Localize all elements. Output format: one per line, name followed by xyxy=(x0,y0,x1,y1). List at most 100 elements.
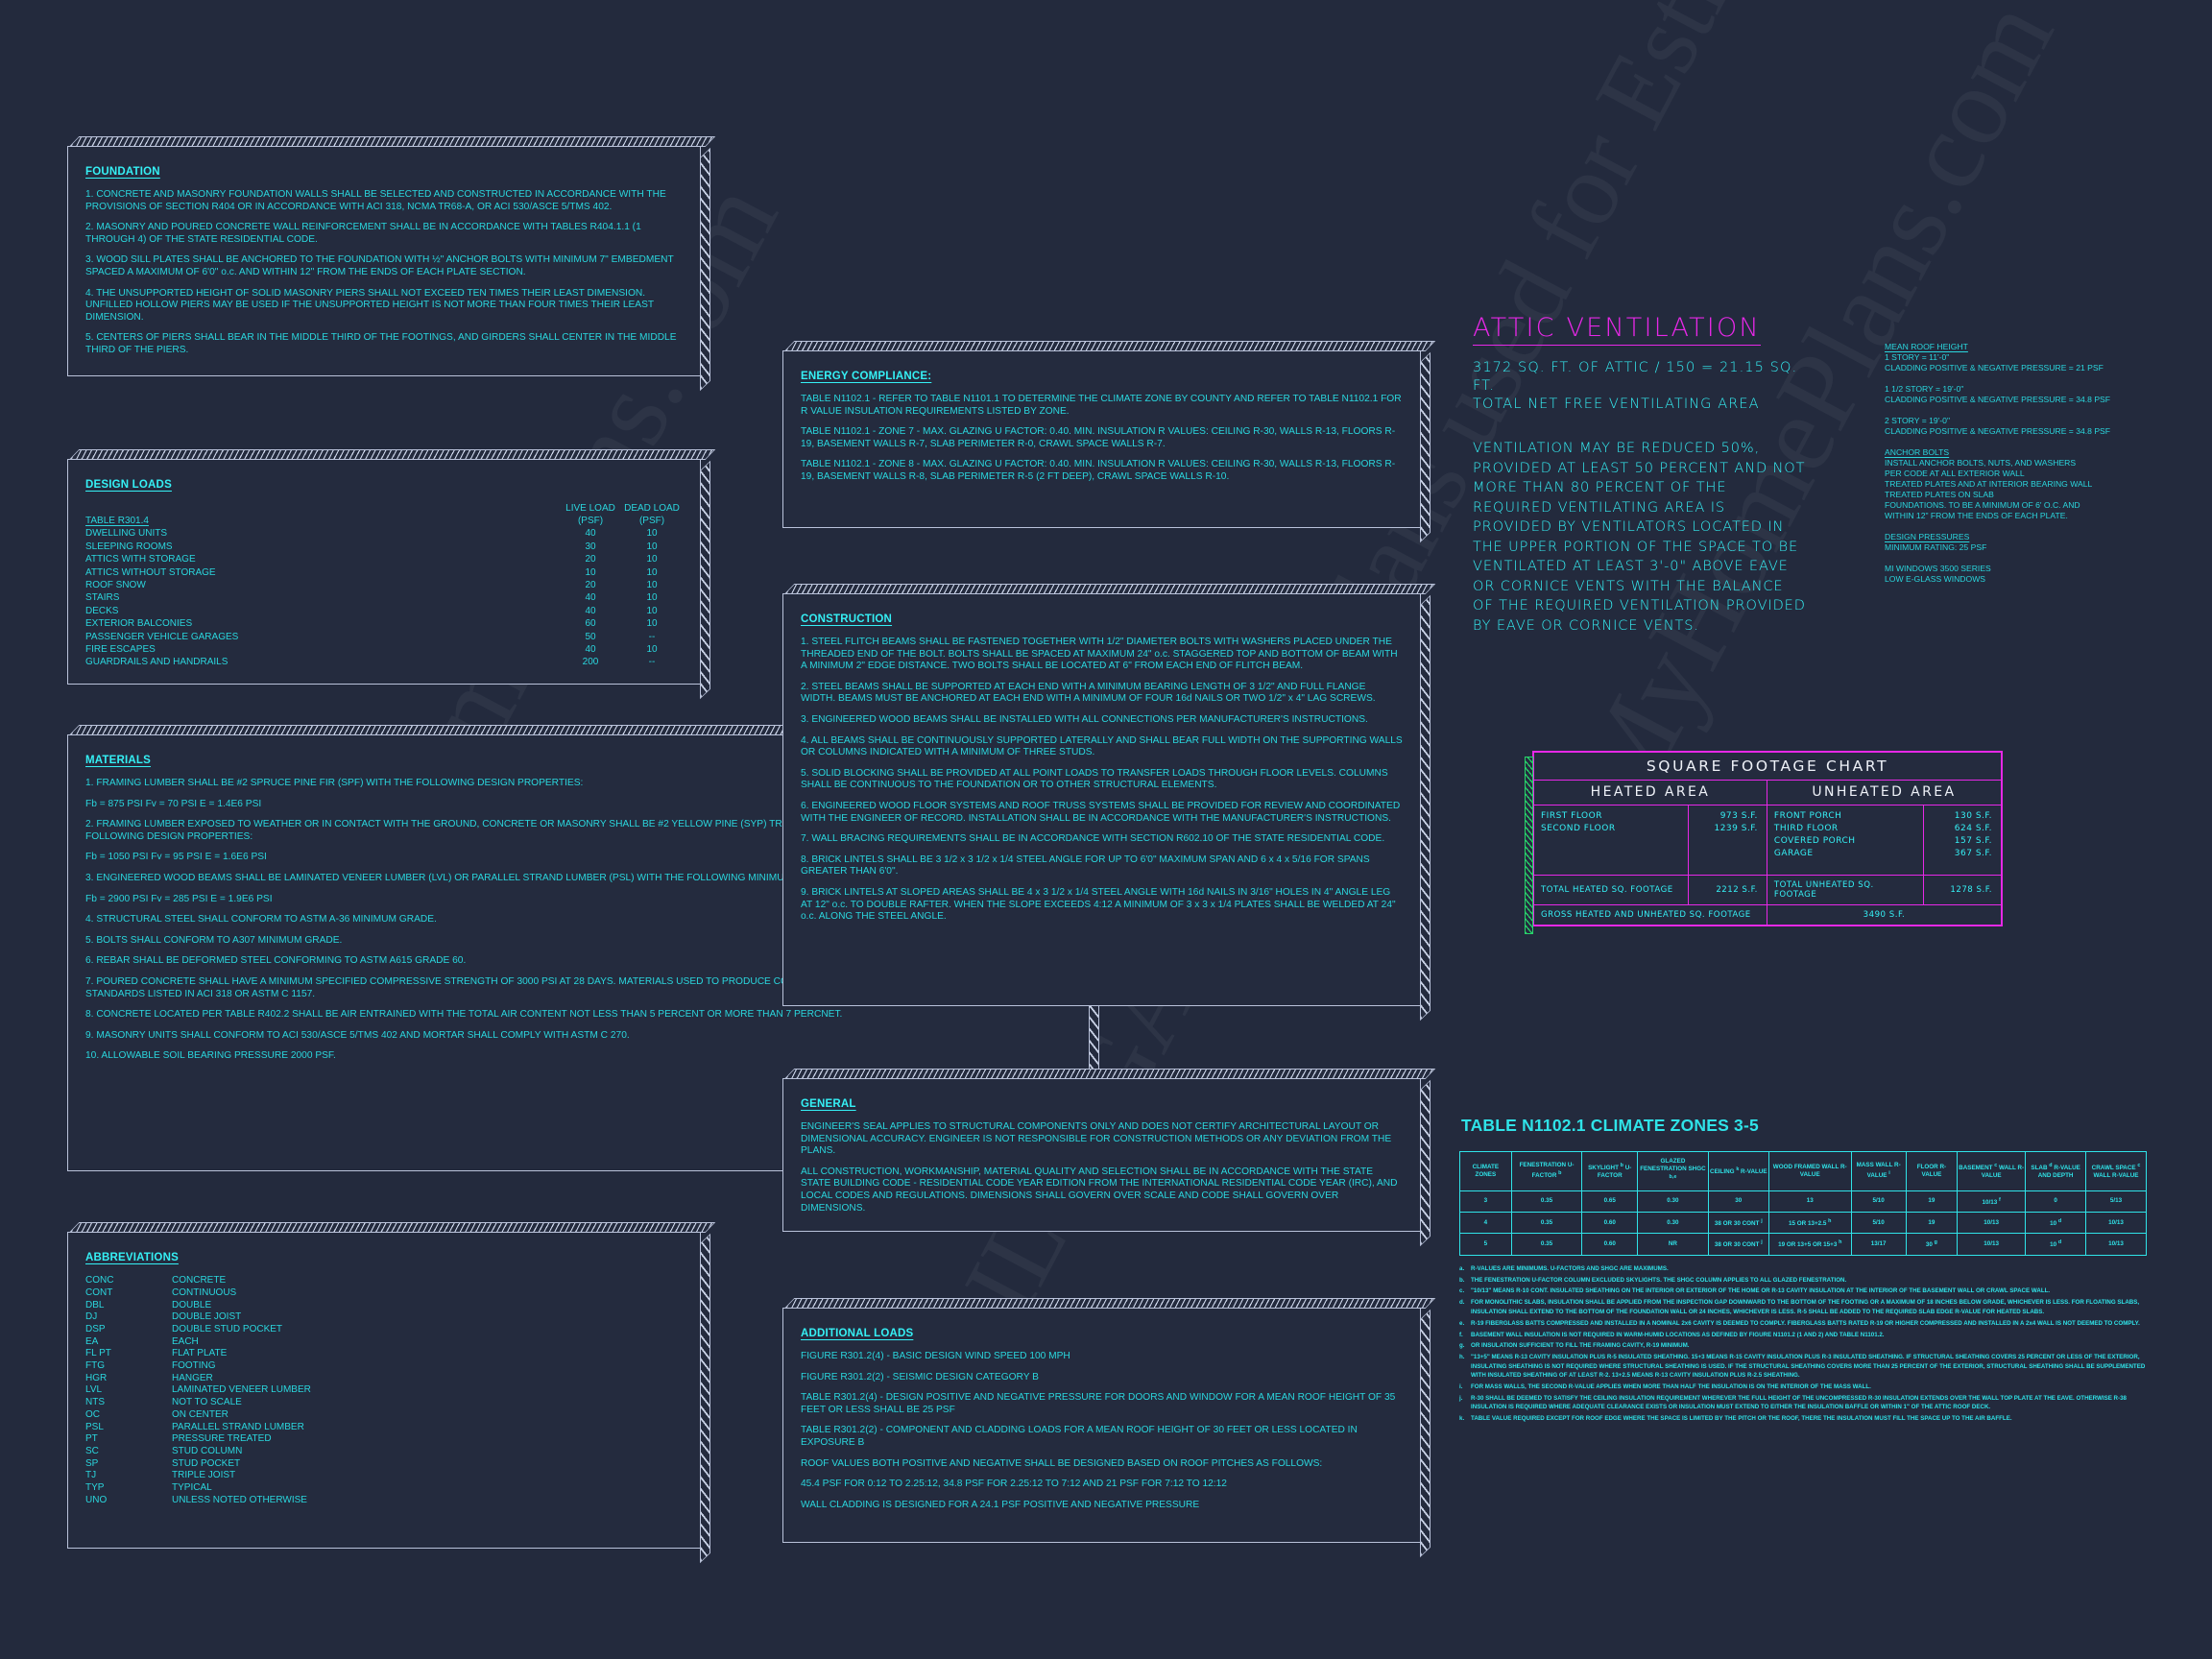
note-paragraph: ALL CONSTRUCTION, WORKMANSHIP, MATERIAL … xyxy=(801,1166,1398,1214)
note-paragraph: 3. ENGINEERED WOOD BEAMS SHALL BE INSTAL… xyxy=(801,713,1368,725)
footnote-letter: f. xyxy=(1459,1331,1463,1338)
footnote: f. BASEMENT WALL INSULATION IS NOT REQUIR… xyxy=(1459,1331,2147,1339)
design-pressures-block: DESIGN PRESSURES MINIMUM RATING: 25 PSF xyxy=(1885,532,2163,553)
design-pressures-title: DESIGN PRESSURES xyxy=(1885,532,1970,541)
mean-roof-height-block: MEAN ROOF HEIGHT 1 STORY = 11'-0" CLADDIN… xyxy=(1885,342,2163,373)
table-row: ROOF SNOW 20 10 xyxy=(85,579,683,591)
abbrev-value: STUD COLUMN xyxy=(172,1445,243,1456)
live-load-value: 60 xyxy=(585,618,596,630)
story-1-5-block: 1 1/2 STORY = 19'-0" CLADDING POSITIVE & … xyxy=(1885,384,2163,405)
load-name: SLEEPING ROOMS xyxy=(85,541,173,552)
live-load-value: 20 xyxy=(585,554,596,565)
live-load-value: 40 xyxy=(585,592,596,604)
table-row: HGR HANGER xyxy=(85,1373,683,1385)
abbreviations-panel: ABBREVIATIONS CONC CONCRETE CONT CONTINUOUS… xyxy=(67,1232,701,1549)
note-line: 1 STORY = 11'-0" xyxy=(1885,352,1950,362)
construction-header: CONSTRUCTION xyxy=(801,613,893,625)
abbrev-value: ON CENTER xyxy=(172,1408,228,1420)
sfc-total-unheated-value: 1278 S.F. xyxy=(1922,875,2003,905)
note-line: THIRD FLOOR xyxy=(1773,824,1839,833)
general-header: GENERAL xyxy=(801,1098,856,1110)
note-line: 2 STORY = 19'-0" xyxy=(1885,416,1950,425)
energy-compliance-notes: TABLE N1102.1 - REFER TO TABLE N1101.1 T… xyxy=(801,394,1403,484)
table-cell: 30 g xyxy=(1905,1233,1959,1256)
table-cell: 10 d xyxy=(2025,1211,2087,1235)
table-row: LVL LAMINATED VENEER LUMBER xyxy=(85,1384,683,1397)
table-row: GUARDRAILS AND HANDRAILS 200 -- xyxy=(85,657,683,669)
construction-panel: CONSTRUCTION 1. STEEL FLITCH BEAMS SHALL… xyxy=(782,593,1421,1006)
footnote: k. TABLE VALUE REQUIRED EXCEPT FOR ROOF E… xyxy=(1459,1414,2147,1423)
materials-notes: 1. FRAMING LUMBER SHALL BE #2 SPRUCE PIN… xyxy=(85,778,1071,1063)
sfc-unheated-header: UNHEATED AREA xyxy=(1766,780,2003,805)
abbrev-key: HGR xyxy=(85,1372,108,1383)
note-paragraph: 1. CONCRETE AND MASONRY FOUNDATION WALLS… xyxy=(85,189,666,212)
note-paragraph: ROOF VALUES BOTH POSITIVE AND NEGATIVE S… xyxy=(801,1457,1323,1469)
table-cell: 0.65 xyxy=(1581,1190,1639,1214)
footnote-letter: h. xyxy=(1459,1354,1465,1361)
table-cell: 4 xyxy=(1459,1211,1512,1235)
abbrev-value: LAMINATED VENEER LUMBER xyxy=(172,1384,311,1396)
attic-ventilation-block: ATTIC VENTILATION 3172 SQ. FT. OF ATTIC … xyxy=(1473,313,1809,636)
table-row: TYP TYPICAL xyxy=(85,1482,683,1495)
note-paragraph: 3. ENGINEERED WOOD BEAMS SHALL BE LAMINA… xyxy=(85,872,902,883)
note-line: CLADDING POSITIVE & NEGATIVE PRESSURE = … xyxy=(1885,395,2111,404)
footnote-text: FOR MONOLITHIC SLABS, INSULATION SHALL B… xyxy=(1471,1299,2140,1315)
story-2-block: 2 STORY = 19'-0" CLADDING POSITIVE & NEGA… xyxy=(1885,416,2163,437)
note-line: 624 S.F. xyxy=(1954,824,1992,833)
live-load-value: 30 xyxy=(585,541,596,552)
note-line: CLADDING POSITIVE & NEGATIVE PRESSURE = … xyxy=(1885,363,2104,373)
abbrev-value: FOOTING xyxy=(172,1360,216,1372)
abbrev-value: STUD POCKET xyxy=(172,1457,241,1469)
column-header: WOOD FRAMED WALL R-VALUE xyxy=(1767,1151,1852,1191)
additional-loads-panel: ADDITIONAL LOADS FIGURE R301.2(4) - BASI… xyxy=(782,1308,1421,1543)
dead-load-value: 10 xyxy=(646,528,658,540)
abbrev-key: PT xyxy=(85,1433,98,1445)
note-paragraph: 6. REBAR SHALL BE DEFORMED STEEL CONFORM… xyxy=(85,955,467,967)
column-header: FENESTRATION U-FACTOR b xyxy=(1510,1151,1583,1191)
table-cell: 5/10 xyxy=(1850,1190,1907,1214)
abbrev-value: DOUBLE STUD POCKET xyxy=(172,1324,283,1335)
note-paragraph: 2. FRAMING LUMBER EXPOSED TO WEATHER OR … xyxy=(85,819,1026,842)
note-paragraph: TABLE N1102.1 - ZONE 7 - MAX. GLAZING U … xyxy=(801,426,1396,449)
table-row: FTG FOOTING xyxy=(85,1360,683,1373)
footnote-letter: j. xyxy=(1459,1394,1463,1402)
footnote-letter: d. xyxy=(1459,1299,1465,1307)
table-row: FL PT FLAT PLATE xyxy=(85,1348,683,1360)
load-name: GUARDRAILS AND HANDRAILS xyxy=(85,657,228,668)
column-header: CRAWL SPACE c WALL R-VALUE xyxy=(2085,1151,2147,1191)
footnote: d. FOR MONOLITHIC SLABS, INSULATION SHALL… xyxy=(1459,1298,2147,1316)
dead-load-value: -- xyxy=(648,657,656,668)
note-paragraph: TABLE N1102.1 - REFER TO TABLE N1101.1 T… xyxy=(801,394,1402,417)
footnote: h. "13+5" MEANS R-13 CAVITY INSULATION PL… xyxy=(1459,1353,2147,1380)
table-cell: 19 xyxy=(1905,1211,1959,1235)
materials-header: MATERIALS xyxy=(85,755,152,766)
dead-load-value: -- xyxy=(648,631,656,642)
table-row: 4 0.35 0.60 0.30 38 OR 30 CONT j 15 OR 13+2.5… xyxy=(1459,1211,2147,1235)
column-header: CEILING k R-VALUE xyxy=(1707,1151,1769,1191)
abbreviations-header: ABBREVIATIONS xyxy=(85,1252,179,1263)
abbrev-value: PARALLEL STRAND LUMBER xyxy=(172,1421,304,1432)
note-line: FIRST FLOOR xyxy=(1541,811,1602,821)
foundation-header: FOUNDATION xyxy=(85,166,160,178)
attic-ventilation-calc: 3172 SQ. FT. OF ATTIC / 150 = 21.15 SQ. … xyxy=(1473,359,1809,414)
table-row: EXTERIOR BALCONIES 60 10 xyxy=(85,618,683,631)
note-paragraph: TABLE N1102.1 - ZONE 8 - MAX. GLAZING U … xyxy=(801,459,1396,482)
square-footage-chart: SQUARE FOOTAGE CHART HEATED AREA UNHEATE… xyxy=(1525,751,2003,934)
table-cell: 5/13 xyxy=(2085,1190,2147,1214)
abbrev-value: TRIPLE JOIST xyxy=(172,1470,236,1481)
table-row: 5 0.35 0.60 NR 38 OR 30 CONT j 19 OR 13+5 OR … xyxy=(1459,1233,2147,1256)
abbrev-value: NOT TO SCALE xyxy=(172,1397,242,1408)
note-line: GARAGE xyxy=(1773,849,1814,858)
sfc-total-heated-label: TOTAL HEATED SQ. FOOTAGE xyxy=(1532,875,1690,905)
footnote: j. R-30 SHALL BE DEEMED TO SATISFY THE CE… xyxy=(1459,1394,2147,1412)
table-cell: 13 xyxy=(1767,1190,1852,1214)
table-cell: 0.35 xyxy=(1510,1190,1583,1214)
note-paragraph: WALL CLADDING IS DESIGNED FOR A 24.1 PSF… xyxy=(801,1499,1200,1510)
table-row: NTS NOT TO SCALE xyxy=(85,1397,683,1409)
load-name: ROOF SNOW xyxy=(85,579,146,590)
note-paragraph: 45.4 PSF FOR 0:12 TO 2.25:12, 34.8 PSF F… xyxy=(801,1479,1227,1490)
abbrev-key: EA xyxy=(85,1335,99,1347)
table-cell: 10/13 xyxy=(2085,1233,2147,1256)
column-header: SKYLIGHT b U-FACTOR xyxy=(1581,1151,1639,1191)
climate-zones-header-row: CLIMATE ZONES FENESTRATION U-FACTOR b SKYL… xyxy=(1459,1151,2147,1191)
